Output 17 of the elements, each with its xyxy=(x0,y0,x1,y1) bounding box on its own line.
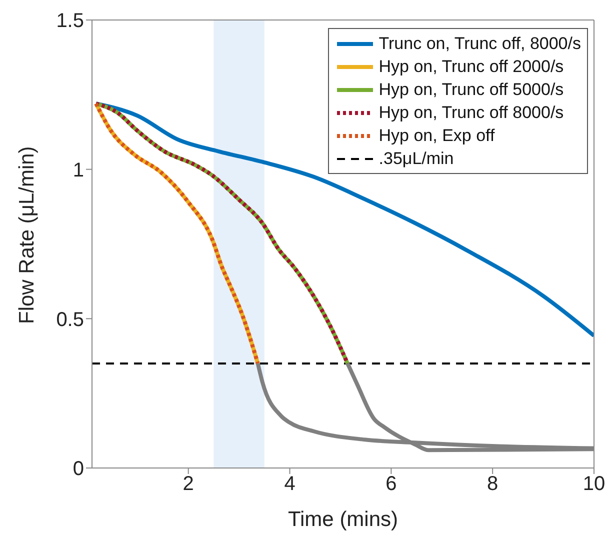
legend-label: Hyp on, Exp off xyxy=(378,125,495,147)
x-tick-label: 8 xyxy=(487,473,498,496)
legend-label: .35μL/min xyxy=(378,148,454,170)
legend-label: Trunc on, Trunc off, 8000/s xyxy=(378,33,581,55)
y-tick-label: 1.5 xyxy=(56,10,84,32)
legend-label: Hyp on, Trunc off 8000/s xyxy=(378,102,564,124)
x-tick-label: 10 xyxy=(582,473,606,496)
y-tick-label: 0.5 xyxy=(56,308,84,331)
y-tick-label: 1 xyxy=(72,159,84,182)
x-tick-label: 4 xyxy=(284,473,296,496)
x-tick-label: 2 xyxy=(182,473,194,496)
legend-label: Hyp on, Trunc off 5000/s xyxy=(378,79,564,101)
x-axis-title: Time (mins) xyxy=(288,508,398,531)
x-tick-label: 6 xyxy=(386,473,397,496)
y-axis-title: Flow Rate (μL/min) xyxy=(15,146,38,324)
legend-label: Hyp on, Trunc off 2000/s xyxy=(378,56,564,78)
y-tick-label: 0 xyxy=(72,458,84,480)
